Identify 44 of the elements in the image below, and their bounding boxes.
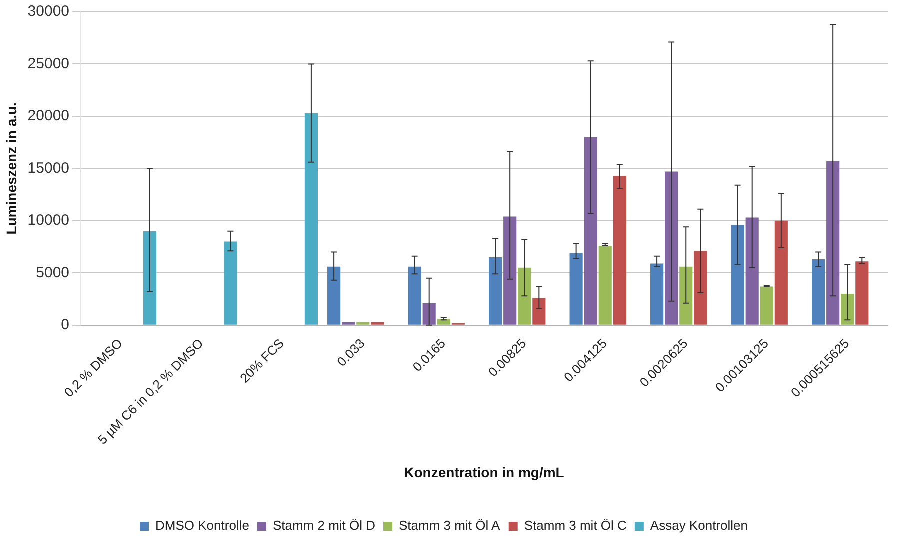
bar bbox=[812, 260, 826, 325]
legend-label: Stamm 3 mit Öl C bbox=[524, 518, 627, 534]
legend-label: DMSO Kontrolle bbox=[156, 518, 250, 534]
y-tick-label: 15000 bbox=[28, 160, 70, 177]
bar bbox=[342, 322, 356, 325]
bar bbox=[856, 262, 869, 325]
y-tick-label: 10000 bbox=[28, 212, 70, 230]
bar bbox=[356, 322, 370, 325]
bar bbox=[650, 264, 664, 325]
bar bbox=[598, 246, 612, 325]
y-tick-label: 0 bbox=[61, 316, 70, 334]
x-axis-title: Konzentration in mg/mL bbox=[404, 464, 565, 480]
bar bbox=[584, 137, 598, 325]
legend-label: Stamm 2 mit Öl D bbox=[272, 518, 376, 534]
bar bbox=[143, 231, 156, 325]
bar bbox=[746, 218, 759, 325]
y-tick-label: 20000 bbox=[28, 108, 70, 125]
bar bbox=[489, 257, 502, 325]
bar bbox=[532, 298, 546, 325]
y-axis-title: Lumineszenz in a.u. bbox=[3, 102, 20, 235]
y-tick-label: 25000 bbox=[28, 55, 70, 72]
bar bbox=[680, 266, 693, 325]
bar bbox=[304, 113, 318, 325]
bar bbox=[408, 266, 422, 325]
bar bbox=[731, 225, 744, 325]
bar bbox=[774, 220, 788, 325]
legend-label: Stamm 3 mit Öl A bbox=[399, 518, 500, 534]
bar bbox=[518, 268, 532, 325]
bar bbox=[224, 242, 238, 325]
bar bbox=[760, 286, 774, 325]
bar bbox=[328, 266, 341, 325]
bar bbox=[694, 251, 708, 325]
bar bbox=[613, 176, 626, 325]
bar bbox=[371, 322, 384, 325]
bar bbox=[841, 294, 854, 325]
legend-label: Assay Kontrollen bbox=[650, 518, 748, 534]
bar bbox=[422, 303, 436, 325]
y-tick-label: 30000 bbox=[28, 3, 70, 20]
bar bbox=[504, 216, 517, 325]
y-tick-label: 5000 bbox=[36, 264, 70, 282]
bar bbox=[665, 172, 678, 325]
bar bbox=[570, 253, 583, 325]
bar bbox=[437, 319, 450, 325]
bar bbox=[826, 161, 840, 325]
